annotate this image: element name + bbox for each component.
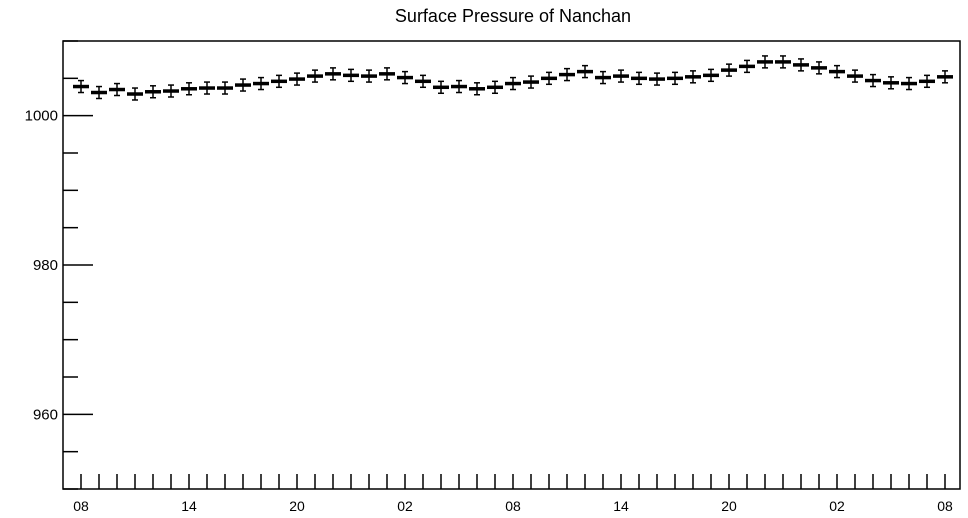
data-point xyxy=(757,55,773,69)
x-tick-label: 20 xyxy=(721,498,737,514)
data-point xyxy=(145,85,161,99)
y-tick-label: 960 xyxy=(33,406,58,423)
data-point xyxy=(91,85,107,100)
data-point xyxy=(343,68,359,83)
data-point xyxy=(919,74,935,89)
data-point xyxy=(199,81,215,95)
data-point xyxy=(901,76,917,91)
data-point xyxy=(415,74,431,89)
data-point xyxy=(469,82,485,96)
data-point xyxy=(433,80,449,95)
x-tick-label: 14 xyxy=(613,498,629,514)
x-tick-label: 08 xyxy=(505,498,521,514)
data-point xyxy=(883,76,899,90)
data-point xyxy=(559,67,575,82)
x-tick-label: 08 xyxy=(73,498,89,514)
data-point xyxy=(595,70,611,85)
data-point xyxy=(505,76,521,91)
y-tick-label: 980 xyxy=(33,257,58,274)
data-point xyxy=(379,67,395,81)
data-point xyxy=(109,82,125,97)
data-point xyxy=(451,79,467,94)
data-point xyxy=(325,67,341,81)
data-point xyxy=(811,61,827,75)
data-point xyxy=(181,82,197,96)
data-point xyxy=(127,87,143,101)
data-point xyxy=(577,64,593,79)
x-tick-label: 02 xyxy=(829,498,845,514)
data-point xyxy=(793,58,809,72)
x-tick-label: 14 xyxy=(181,498,197,514)
data-point xyxy=(235,78,251,92)
data-point xyxy=(613,69,629,83)
data-point xyxy=(865,73,881,88)
data-point xyxy=(163,84,179,98)
data-point xyxy=(703,68,719,83)
data-point xyxy=(361,69,377,83)
data-point xyxy=(397,70,413,85)
data-point xyxy=(829,64,845,79)
data-point xyxy=(523,75,539,89)
x-tick-label: 08 xyxy=(937,498,953,514)
data-point xyxy=(289,72,305,86)
data-point xyxy=(271,74,287,89)
data-point xyxy=(667,71,683,86)
y-tick-label: 1000 xyxy=(25,108,58,125)
data-point xyxy=(721,63,737,77)
data-point xyxy=(541,71,557,86)
plot-frame xyxy=(62,40,961,490)
x-tick-label: 20 xyxy=(289,498,305,514)
chart-title: Surface Pressure of Nanchan xyxy=(395,6,631,26)
data-point xyxy=(649,72,665,86)
data-point xyxy=(487,80,503,95)
data-point xyxy=(685,70,701,84)
data-point xyxy=(847,69,863,83)
data-point xyxy=(217,81,233,95)
data-point xyxy=(775,55,791,69)
y-axis: 960 980 1000 xyxy=(25,40,93,490)
data-point xyxy=(631,71,647,86)
data-point xyxy=(739,59,755,74)
data-points xyxy=(73,55,953,101)
x-axis: 08 14 20 02 08 14 20 02 08 xyxy=(73,474,953,514)
data-point xyxy=(937,70,953,84)
data-point xyxy=(73,79,89,94)
data-point xyxy=(253,76,269,91)
data-point xyxy=(307,69,323,83)
x-tick-label: 02 xyxy=(397,498,413,514)
